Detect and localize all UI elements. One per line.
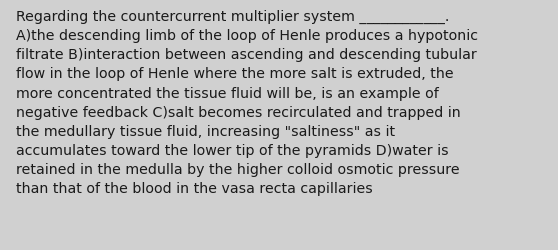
Text: than that of the blood in the vasa recta capillaries: than that of the blood in the vasa recta… (16, 182, 372, 196)
Text: retained in the medulla by the higher colloid osmotic pressure: retained in the medulla by the higher co… (16, 162, 459, 176)
Text: the medullary tissue fluid, increasing "saltiness" as it: the medullary tissue fluid, increasing "… (16, 124, 395, 138)
Text: filtrate B)interaction between ascending and descending tubular: filtrate B)interaction between ascending… (16, 48, 477, 62)
Text: A)the descending limb of the loop of Henle produces a hypotonic: A)the descending limb of the loop of Hen… (16, 29, 478, 43)
Text: more concentrated the tissue fluid will be, is an example of: more concentrated the tissue fluid will … (16, 86, 439, 100)
Text: negative feedback C)salt becomes recirculated and trapped in: negative feedback C)salt becomes recircu… (16, 105, 460, 119)
Text: accumulates toward the lower tip of the pyramids D)water is: accumulates toward the lower tip of the … (16, 143, 448, 157)
Text: Regarding the countercurrent multiplier system ____________.: Regarding the countercurrent multiplier … (16, 10, 449, 24)
Text: flow in the loop of Henle where the more salt is extruded, the: flow in the loop of Henle where the more… (16, 67, 453, 81)
